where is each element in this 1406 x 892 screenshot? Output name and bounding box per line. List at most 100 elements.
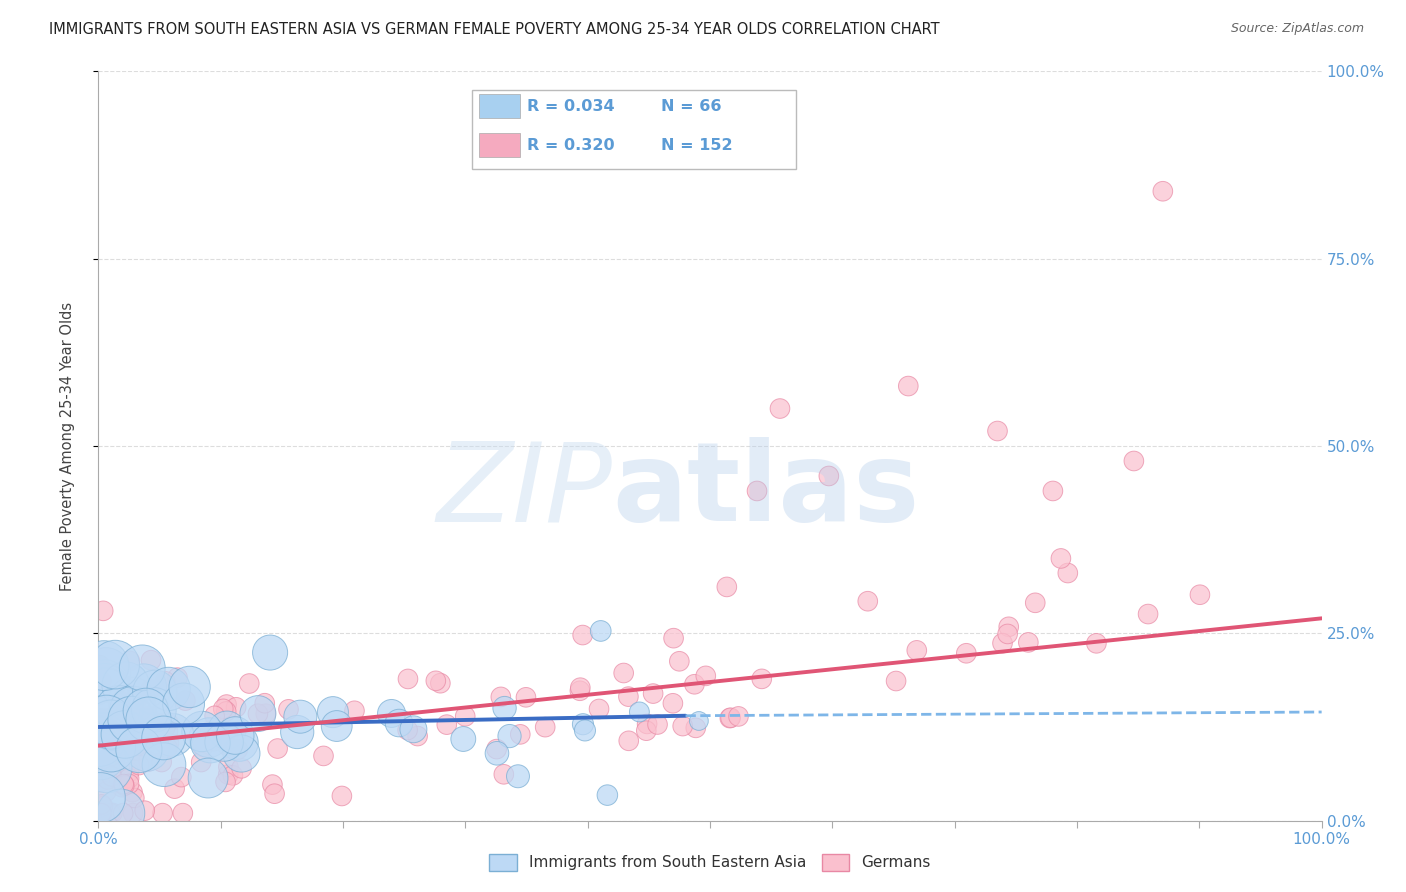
Point xyxy=(96,761,118,775)
Point xyxy=(668,654,690,668)
Point xyxy=(572,717,595,731)
Point xyxy=(388,716,411,731)
Point xyxy=(152,806,174,821)
Text: N = 66: N = 66 xyxy=(661,99,721,114)
Point xyxy=(1137,607,1160,621)
Point xyxy=(259,646,281,660)
Point xyxy=(114,704,136,718)
Point xyxy=(96,730,118,744)
Point xyxy=(955,646,977,660)
Point xyxy=(100,717,122,731)
Point xyxy=(138,755,160,769)
Point xyxy=(685,721,707,735)
Point xyxy=(628,705,651,719)
Point xyxy=(215,723,238,738)
Point xyxy=(112,779,135,793)
Point xyxy=(643,687,665,701)
Point xyxy=(110,806,132,821)
Point xyxy=(485,746,508,760)
Point xyxy=(485,742,508,756)
Point xyxy=(120,744,142,758)
Text: Source: ZipAtlas.com: Source: ZipAtlas.com xyxy=(1230,22,1364,36)
Point xyxy=(142,732,165,747)
Point xyxy=(128,758,150,772)
Point xyxy=(96,713,118,727)
FancyBboxPatch shape xyxy=(479,94,520,118)
Point xyxy=(617,690,640,704)
Point xyxy=(402,723,425,737)
Point xyxy=(98,806,121,821)
Legend: Immigrants from South Eastern Asia, Germans: Immigrants from South Eastern Asia, Germ… xyxy=(484,847,936,877)
Point xyxy=(124,791,146,805)
Point xyxy=(127,691,149,706)
Point xyxy=(231,761,253,775)
Point xyxy=(253,696,276,710)
Point xyxy=(118,654,141,668)
Point xyxy=(150,755,173,769)
Point xyxy=(96,714,118,729)
Point xyxy=(121,704,143,718)
Point xyxy=(745,483,768,498)
Point xyxy=(170,770,193,784)
Point xyxy=(217,760,239,774)
Point xyxy=(91,799,114,814)
Point xyxy=(568,683,591,698)
Point xyxy=(139,653,162,667)
Point xyxy=(198,731,221,745)
Point xyxy=(93,712,115,726)
Point xyxy=(436,717,458,731)
Point xyxy=(262,778,284,792)
Point xyxy=(212,735,235,749)
Point xyxy=(266,741,288,756)
Point xyxy=(191,739,214,754)
Point xyxy=(751,672,773,686)
Point xyxy=(120,713,142,727)
Point xyxy=(588,702,610,716)
Point xyxy=(246,706,269,721)
Point xyxy=(343,704,366,718)
Point xyxy=(225,700,247,714)
Point xyxy=(285,725,308,739)
Point xyxy=(1188,588,1211,602)
Point xyxy=(96,752,118,766)
Point xyxy=(636,717,658,731)
Point xyxy=(191,724,214,739)
Point xyxy=(174,693,197,707)
Point xyxy=(1042,483,1064,498)
Point xyxy=(406,729,429,743)
Text: N = 152: N = 152 xyxy=(661,138,733,153)
Point xyxy=(138,713,160,727)
Point xyxy=(156,740,179,755)
Point xyxy=(112,777,135,791)
Point xyxy=(179,680,201,694)
Point xyxy=(672,719,695,733)
Point xyxy=(111,780,134,795)
Point xyxy=(93,677,115,691)
Point xyxy=(131,661,153,675)
Point xyxy=(997,620,1019,634)
Point xyxy=(90,747,112,762)
Point xyxy=(96,772,118,787)
Point xyxy=(128,742,150,756)
Point xyxy=(246,706,269,721)
Point xyxy=(127,744,149,758)
Point xyxy=(197,771,219,785)
Point xyxy=(108,743,131,757)
Point xyxy=(695,669,717,683)
Point xyxy=(89,775,111,789)
Point xyxy=(110,694,132,708)
Point xyxy=(613,665,636,680)
Point xyxy=(198,723,221,738)
Point xyxy=(104,657,127,672)
Point xyxy=(396,672,419,686)
Point xyxy=(617,733,640,747)
Point xyxy=(312,748,335,763)
Point xyxy=(817,469,839,483)
Point xyxy=(202,734,225,748)
Point xyxy=(1085,636,1108,650)
Point xyxy=(716,580,738,594)
Point xyxy=(856,594,879,608)
Point xyxy=(160,728,183,742)
Point xyxy=(905,643,928,657)
Point xyxy=(94,665,117,680)
